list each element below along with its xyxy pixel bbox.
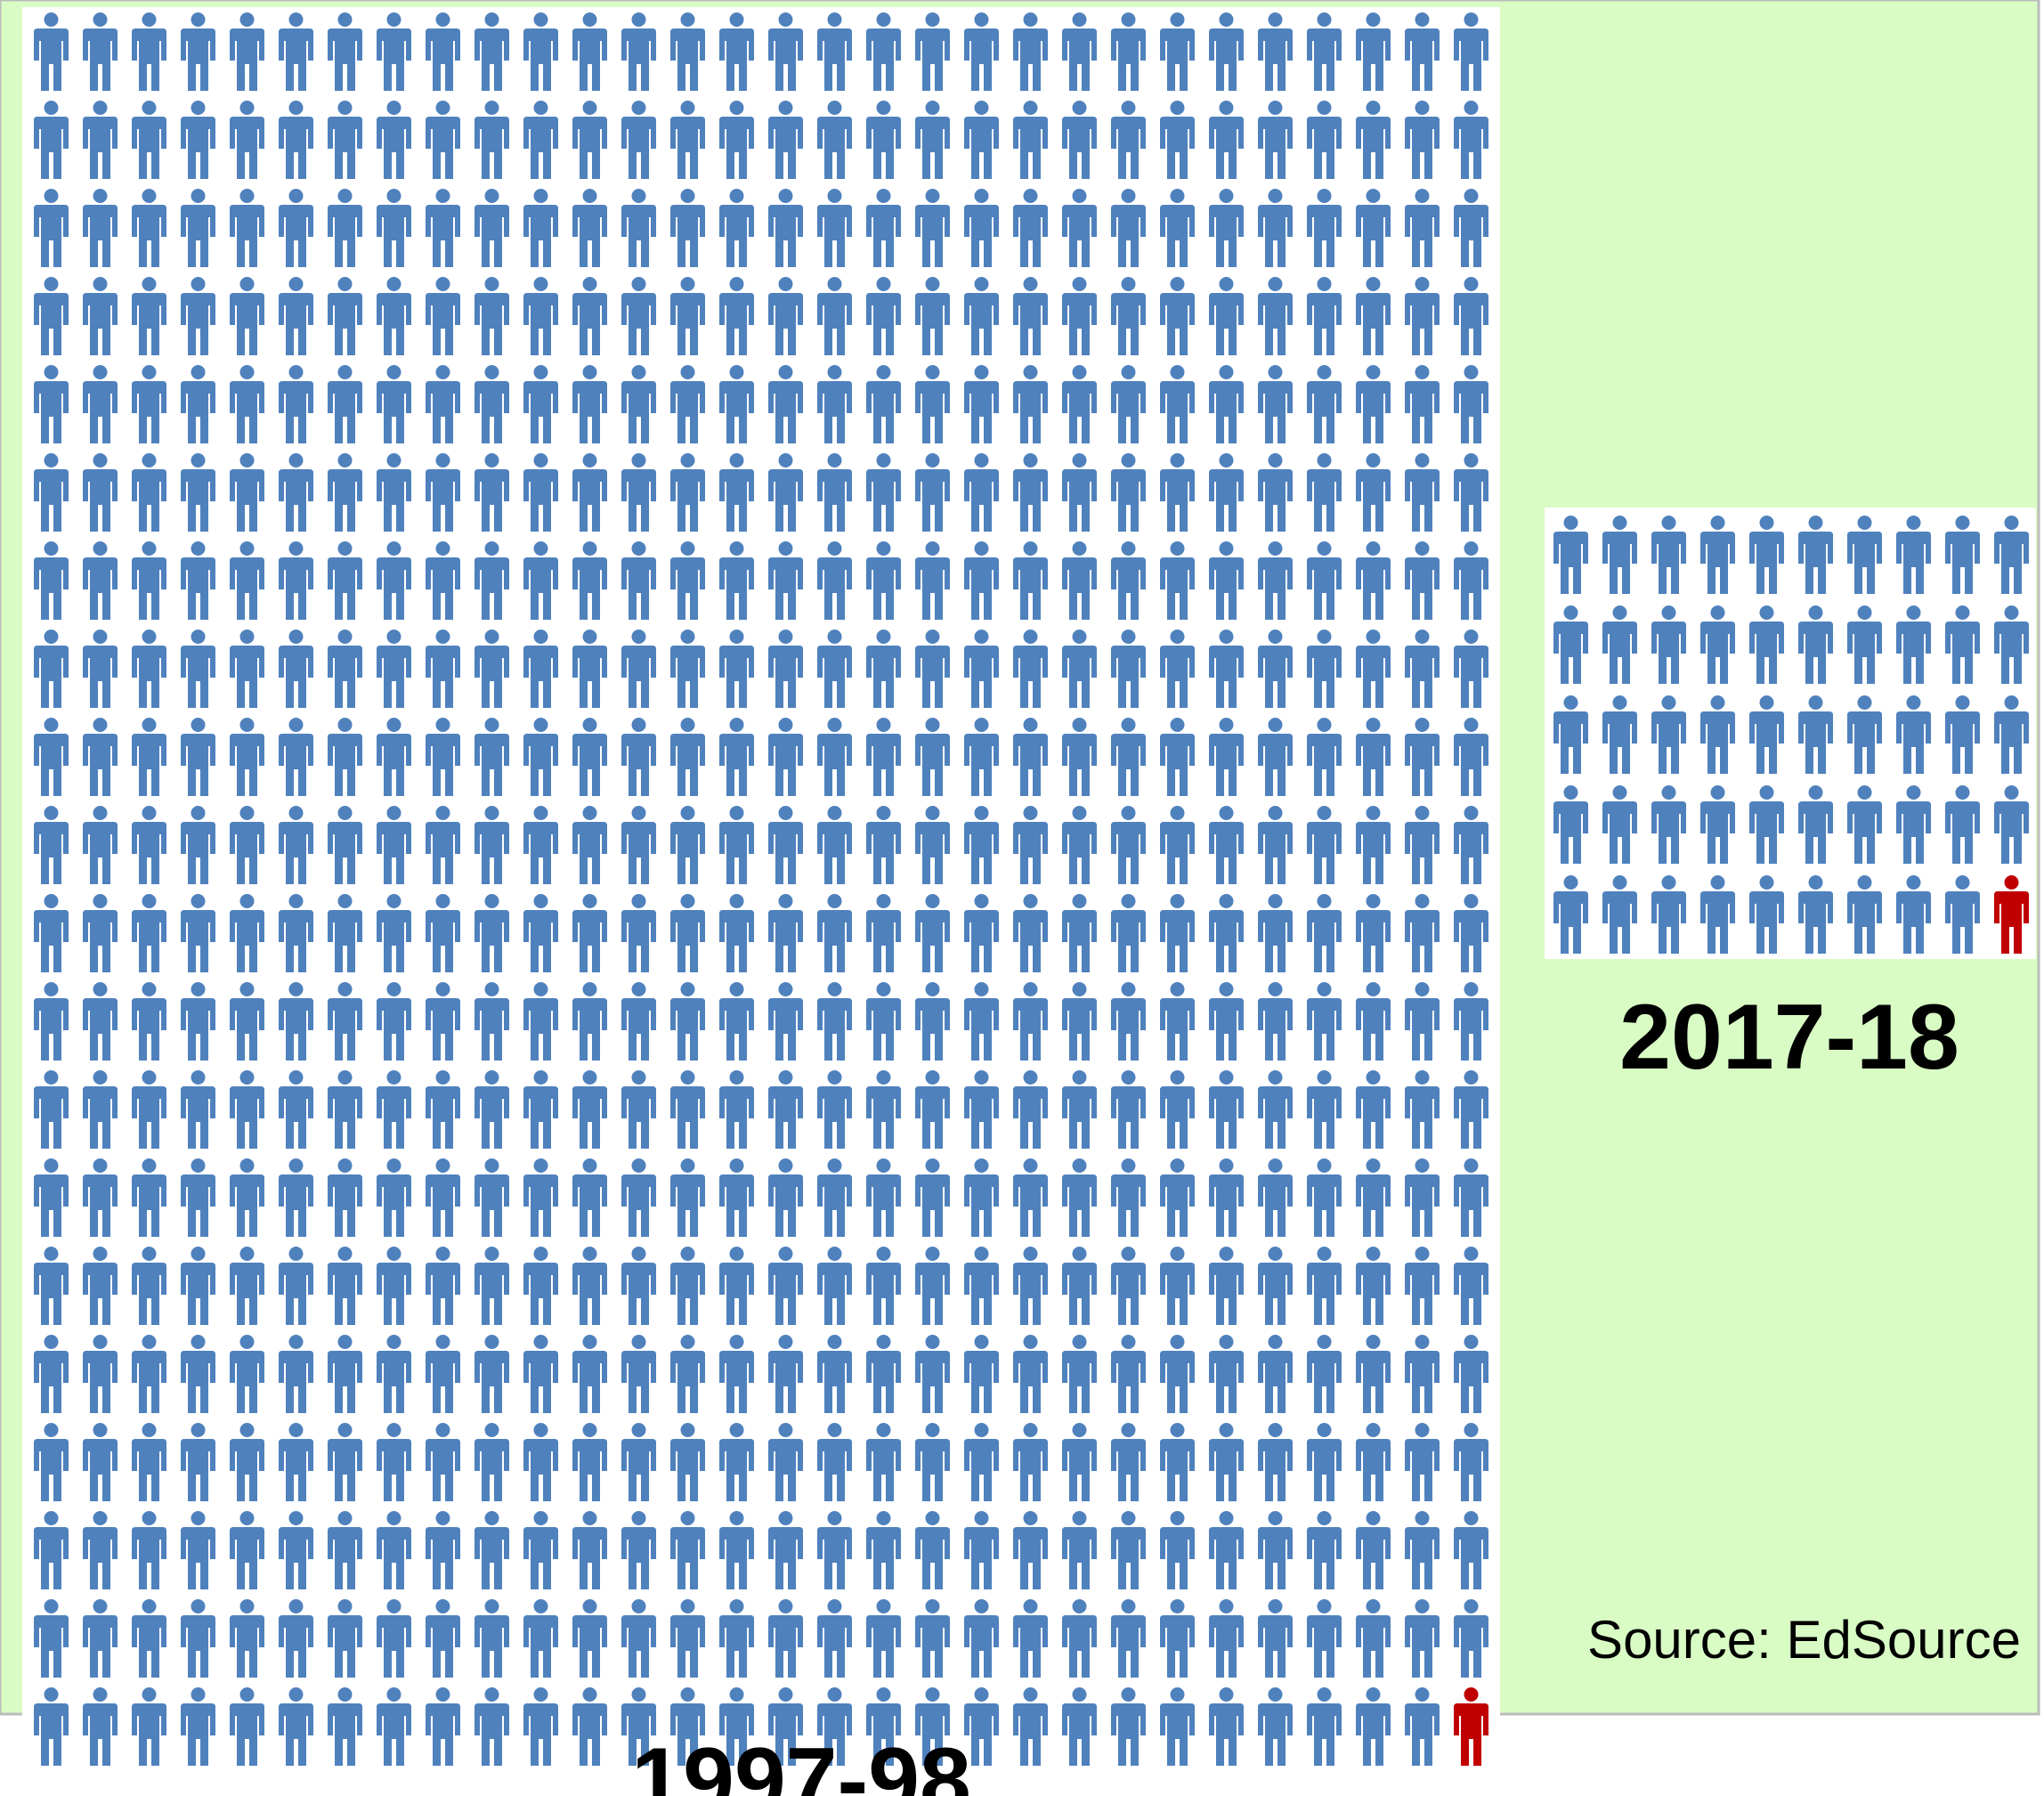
category-label: 2017-18 [1619,986,1959,1089]
grid-panel [22,7,1500,1796]
source: Source: EdSource [1587,1610,2021,1670]
category-label: 1997-98 [631,1729,971,1796]
